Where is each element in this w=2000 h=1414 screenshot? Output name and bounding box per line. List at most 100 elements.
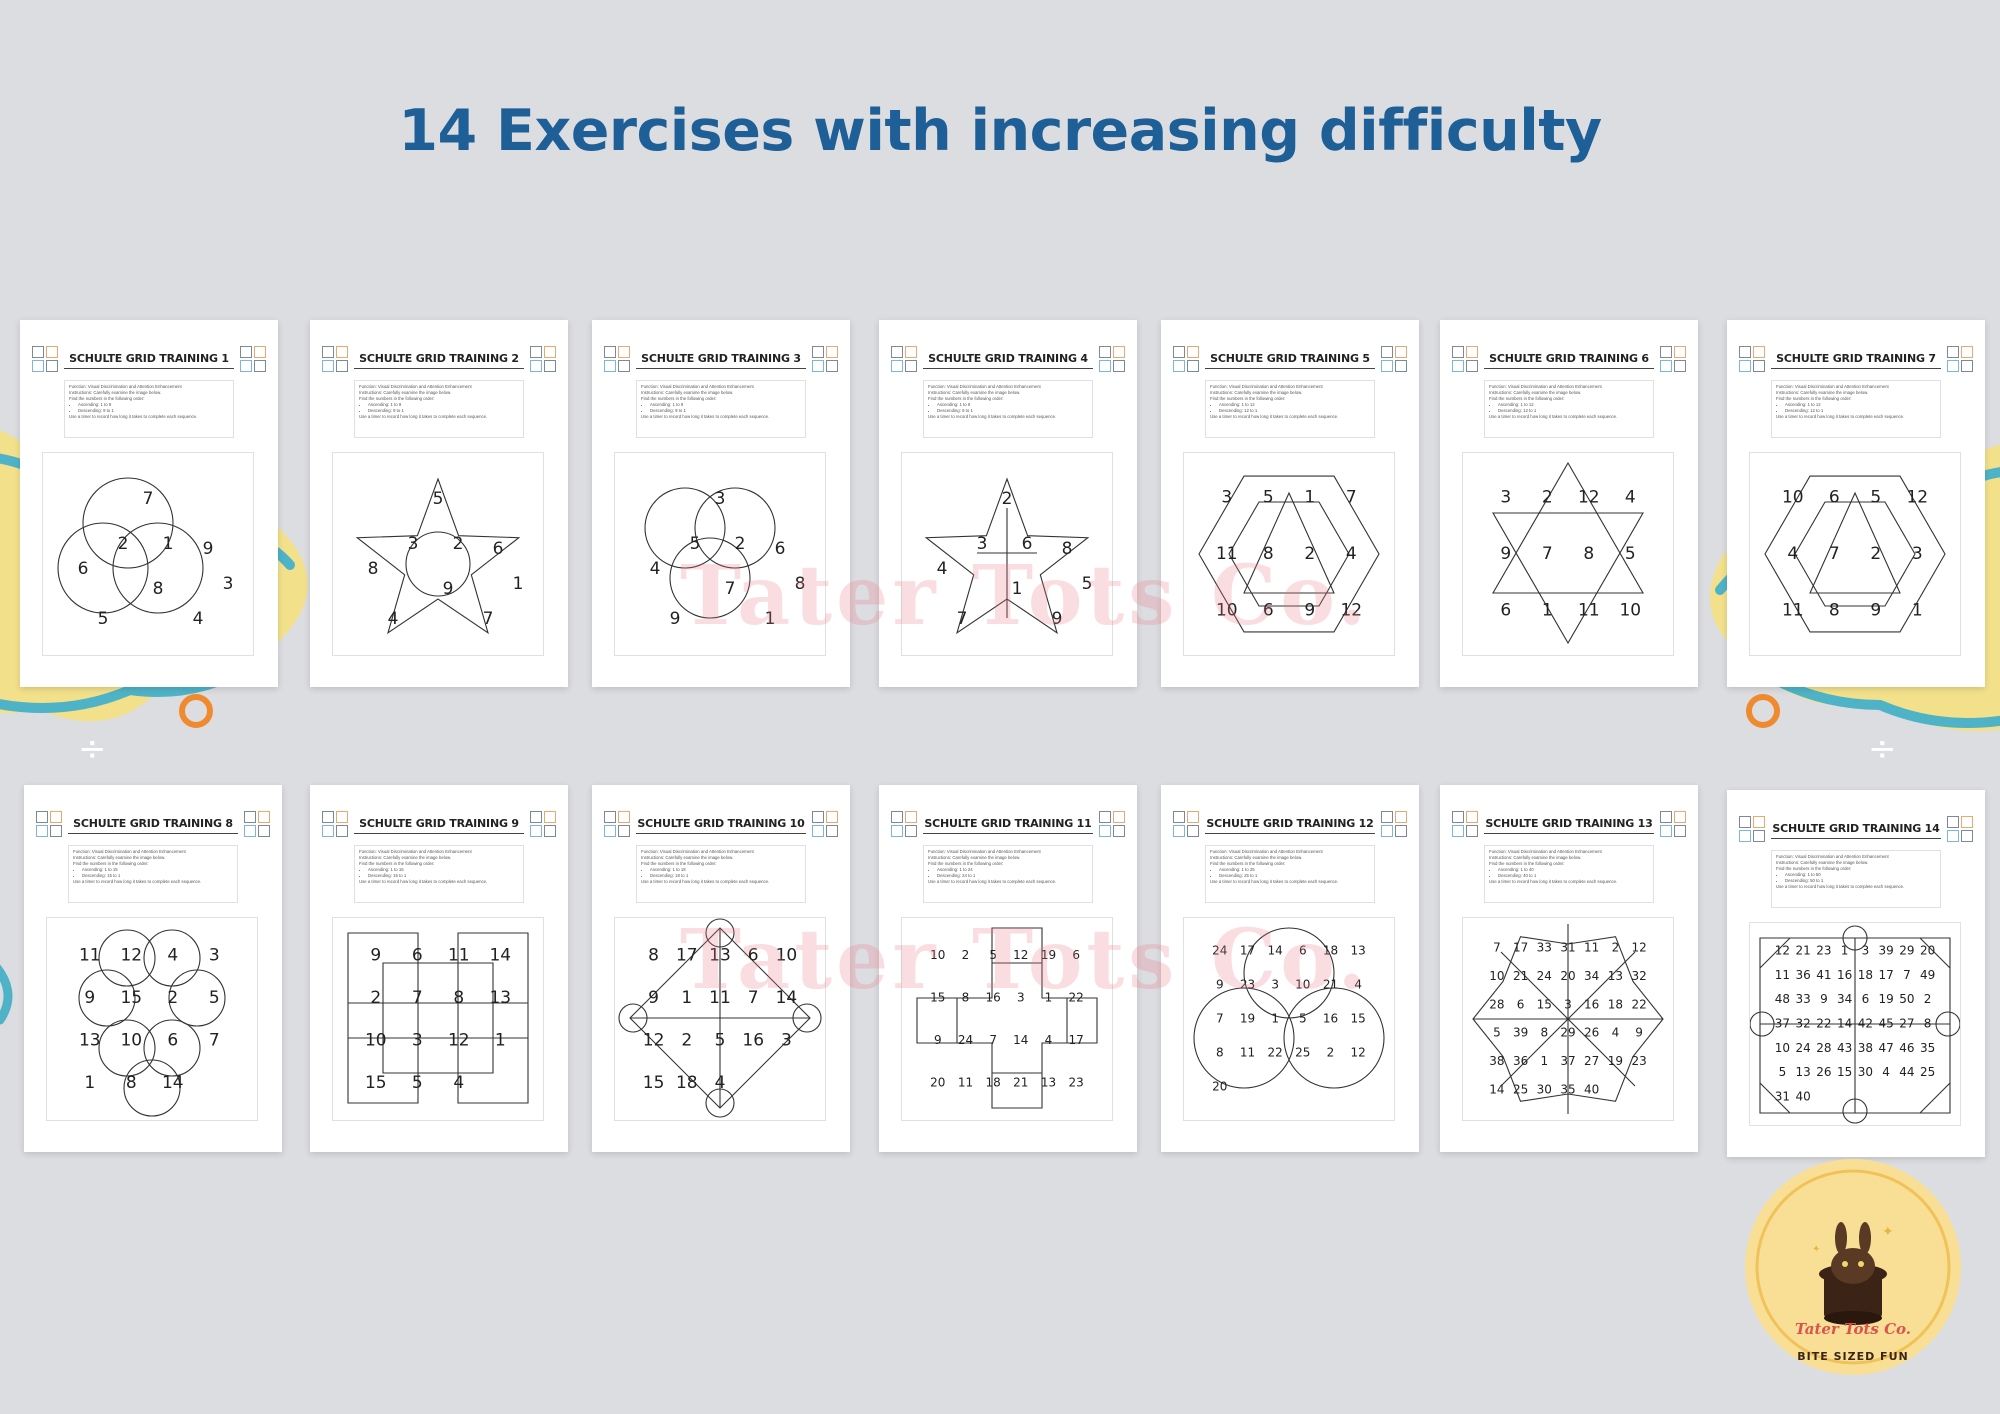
instructions-text: Instructions: Carefully examine the imag… [1489,390,1582,395]
worksheet-page-3: SCHULTE GRID TRAINING 3 Function: Visual … [592,320,850,687]
figure-outline [123,1059,181,1117]
descending-text: Descending: 12 to 1 [1498,408,1649,414]
grid-number: 12 [1340,601,1362,621]
svg-text:✦: ✦ [1882,1224,1894,1240]
grid-logo-icon [1381,811,1407,837]
grid-number: 3 [1862,944,1870,958]
grid-number: 4 [1787,544,1798,564]
grid-number: 9 [84,988,95,1008]
grid-number: 6 [412,945,423,965]
descending-text: Descending: 24 to 1 [937,873,1088,879]
timer-text: Use a timer to record how long it takes … [928,879,1057,884]
grid-number: 30 [1858,1065,1873,1079]
grid-logo-icon [891,811,917,837]
grid-number: 8 [153,579,164,599]
timer-text: Use a timer to record how long it takes … [359,414,488,419]
grid-number: 28 [1489,997,1504,1011]
grid-number: 19 [1608,1054,1623,1068]
grid-logo-icon [1739,346,1765,372]
grid-number: 5 [1779,1065,1787,1079]
grid-number: 14 [776,988,798,1008]
figure-outline [82,477,174,569]
grid-number: 7 [957,609,968,629]
worksheet-title: SCHULTE GRID TRAINING 7 [1776,352,1936,365]
timer-text: Use a timer to record how long it takes … [73,879,202,884]
grid-number: 10 [1619,601,1641,621]
grid-number: 1 [1542,601,1553,621]
grid-number: 9 [1304,601,1315,621]
grid-number: 36 [1795,968,1810,982]
grid-logo-icon [1660,346,1686,372]
grid-number: 15 [1537,997,1552,1011]
grid-number: 9 [370,945,381,965]
grid-number: 17 [1069,1033,1084,1047]
grid-number: 11 [1782,601,1804,621]
worksheet-header: SCHULTE GRID TRAINING 3 [604,346,838,372]
figure-outline [1750,1011,1775,1037]
timer-text: Use a timer to record how long it takes … [1210,879,1339,884]
function-text: Function: Visual Discrimination and Atte… [69,384,182,389]
grid-number: 1 [1271,1012,1279,1026]
grid-number: 3 [715,489,726,509]
function-text: Function: Visual Discrimination and Atte… [1776,384,1889,389]
grid-number: 9 [443,579,454,599]
grid-logo-icon [604,346,630,372]
grid-number: 7 [1493,941,1501,955]
grid-number: 13 [79,1030,101,1050]
grid-number: 11 [1578,601,1600,621]
grid-number: 21 [1513,969,1528,983]
ascending-text: Ascending: 1 to 18 [650,867,801,873]
grid-number: 2 [1612,941,1620,955]
ascending-text: Ascending: 1 to 24 [937,867,1088,873]
grid-number: 1 [1912,601,1923,621]
grid-number: 9 [1216,978,1224,992]
grid-number: 12 [1906,487,1928,507]
grid-number: 7 [1542,544,1553,564]
schulte-figure: 3 2 12 4 9 7 8 5 6 1 11 10 [1462,452,1674,656]
grid-number: 40 [1795,1089,1810,1103]
timer-text: Use a timer to record how long it takes … [359,879,488,884]
grid-number: 42 [1858,1017,1873,1031]
find-order-text: Find the numbers in the following order: [1776,396,1852,401]
figure-outline [1794,501,1916,607]
grid-number: 5 [433,489,444,509]
grid-number: 7 [725,579,736,599]
worksheet-page-7: SCHULTE GRID TRAINING 7 Function: Visual … [1727,320,1985,687]
worksheet-instructions: Function: Visual Discrimination and Atte… [923,845,1093,903]
grid-number: 18 [1608,997,1623,1011]
grid-logo-icon [1660,811,1686,837]
grid-logo-icon [812,346,838,372]
title-divider [1205,368,1375,369]
grid-number: 4 [1354,978,1362,992]
function-text: Function: Visual Discrimination and Atte… [1489,849,1602,854]
grid-number: 12 [1631,941,1646,955]
grid-number: 2 [681,1030,692,1050]
figure-outline [347,932,529,1104]
worksheet-page-11: SCHULTE GRID TRAINING 11 Function: Visual… [879,785,1137,1152]
grid-number: 25 [1295,1046,1310,1060]
grid-number: 19 [1878,992,1893,1006]
ascending-text: Ascending: 1 to 9 [368,402,519,408]
grid-number: 21 [1323,978,1338,992]
grid-number: 23 [1240,978,1255,992]
worksheet-header: SCHULTE GRID TRAINING 8 [36,811,270,837]
title-divider [354,833,524,834]
grid-number: 39 [1513,1026,1528,1040]
worksheet-page-1: SCHULTE GRID TRAINING 1 Function: Visual … [20,320,278,687]
figure-outline [1764,475,1946,633]
grid-number: 1 [163,534,174,554]
grid-number: 20 [1560,969,1575,983]
grid-number: 2 [370,988,381,1008]
worksheet-instructions: Function: Visual Discrimination and Atte… [636,845,806,903]
grid-number: 13 [489,988,511,1008]
grid-number: 24 [958,1033,973,1047]
grid-number: 4 [1625,487,1636,507]
grid-number: 48 [1775,992,1790,1006]
title-divider [636,368,806,369]
find-order-text: Find the numbers in the following order: [641,396,717,401]
grid-number: 15 [643,1073,665,1093]
title-divider [1484,833,1654,834]
grid-logo-icon [36,811,62,837]
grid-number: 17 [676,945,698,965]
